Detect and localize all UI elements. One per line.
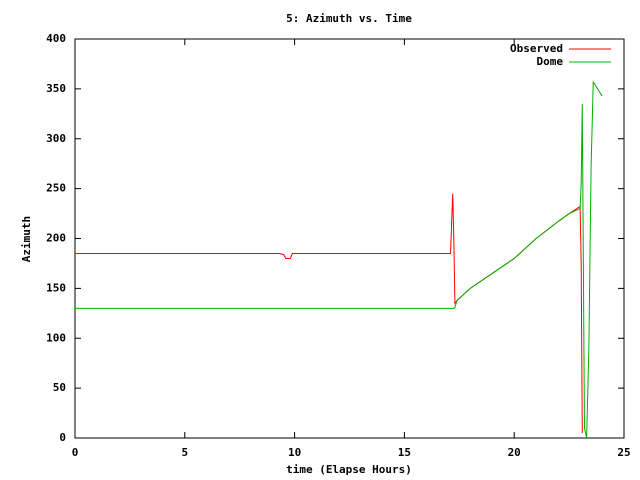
x-tick-label: 25 (617, 446, 630, 459)
x-tick-label: 15 (398, 446, 411, 459)
y-tick-label: 400 (46, 32, 66, 45)
x-tick-label: 10 (288, 446, 301, 459)
plot-frame (74, 38, 625, 439)
y-tick-label: 200 (46, 232, 66, 245)
y-tick-label: 300 (46, 132, 66, 145)
y-tick-label: 250 (46, 182, 66, 195)
y-tick-label: 0 (59, 431, 66, 444)
data-line (75, 193, 583, 434)
legend-label: Dome (537, 55, 564, 68)
y-tick-label: 50 (53, 381, 66, 394)
x-tick-label: 5 (181, 446, 188, 459)
y-tick-label: 100 (46, 331, 66, 344)
x-tick-label: 20 (508, 446, 521, 459)
y-axis-label: Azimuth (20, 216, 33, 262)
legend-label: Observed (510, 42, 563, 55)
x-tick-label: 0 (72, 446, 79, 459)
chart-title: 5: Azimuth vs. Time (286, 12, 412, 25)
y-tick-label: 150 (46, 281, 66, 294)
x-axis-label: time (Elapse Hours) (286, 463, 412, 476)
y-tick-label: 350 (46, 82, 66, 95)
data-line (75, 80, 603, 439)
